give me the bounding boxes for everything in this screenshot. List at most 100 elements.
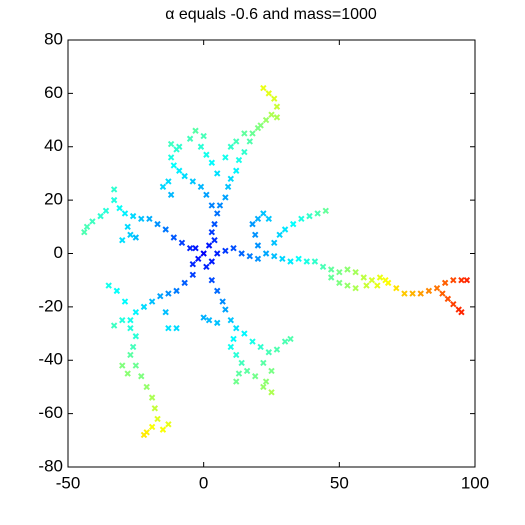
point: [260, 84, 267, 92]
point: [262, 378, 270, 385]
point: [327, 266, 335, 273]
point: [102, 207, 110, 215]
point: [127, 351, 134, 359]
point: [458, 309, 465, 316]
y-tick-label: 0: [54, 243, 63, 262]
point: [181, 279, 188, 287]
point: [417, 290, 424, 297]
point: [433, 284, 441, 292]
point: [257, 343, 264, 351]
point: [238, 359, 245, 367]
point: [205, 317, 213, 324]
point: [241, 148, 248, 156]
point: [360, 274, 367, 281]
point: [83, 223, 91, 231]
point: [124, 223, 131, 231]
point: [162, 309, 169, 316]
point: [81, 228, 88, 236]
point: [314, 210, 321, 217]
point: [200, 250, 207, 257]
point: [165, 421, 172, 428]
point: [273, 103, 281, 110]
point: [249, 130, 256, 137]
point: [176, 143, 183, 150]
point: [458, 276, 465, 284]
point: [352, 284, 359, 292]
point: [268, 111, 275, 118]
point: [119, 317, 126, 324]
point: [249, 338, 256, 345]
point: [119, 236, 126, 244]
point: [140, 303, 148, 311]
point: [165, 290, 172, 297]
point: [241, 130, 248, 137]
point: [401, 290, 408, 297]
x-tick-label: 0: [199, 473, 208, 492]
point: [439, 290, 446, 297]
point: [203, 191, 210, 198]
point: [148, 423, 156, 431]
point: [148, 298, 156, 305]
point: [154, 415, 161, 423]
point: [129, 212, 137, 220]
point: [241, 330, 248, 337]
point: [271, 252, 278, 260]
point: [265, 349, 272, 356]
point: [208, 159, 216, 166]
point: [110, 186, 118, 193]
point: [186, 244, 194, 252]
point: [195, 255, 202, 263]
point: [119, 362, 126, 369]
chart-title: α equals -0.6 and mass=1000: [165, 6, 377, 23]
point: [363, 282, 370, 289]
point: [222, 194, 229, 201]
point: [181, 172, 188, 180]
point: [132, 333, 140, 340]
point: [167, 154, 175, 161]
point: [322, 207, 329, 215]
point: [273, 346, 281, 353]
point: [227, 175, 235, 182]
y-tick-label: -80: [38, 456, 63, 475]
point: [159, 183, 167, 190]
point: [214, 287, 221, 295]
point: [151, 405, 159, 412]
point: [165, 325, 172, 332]
point: [186, 135, 194, 142]
point: [127, 231, 134, 239]
point: [344, 266, 351, 273]
point: [246, 252, 254, 260]
point: [336, 268, 343, 276]
point: [254, 255, 262, 263]
point: [89, 218, 96, 225]
point: [254, 215, 262, 223]
point: [271, 239, 278, 247]
point: [116, 204, 123, 212]
point: [214, 250, 221, 257]
point: [450, 300, 457, 308]
point: [249, 220, 256, 228]
point: [110, 322, 118, 329]
point: [227, 317, 235, 324]
y-tick-label: -20: [38, 296, 63, 315]
point: [376, 274, 384, 281]
point: [260, 383, 267, 391]
point: [450, 276, 457, 284]
point: [271, 95, 278, 102]
point: [224, 183, 232, 190]
point: [110, 196, 118, 204]
x-tick-label: -50: [56, 473, 81, 492]
point: [178, 239, 186, 247]
point: [197, 143, 205, 150]
point: [192, 127, 199, 134]
point: [143, 383, 150, 391]
point: [159, 426, 167, 433]
point: [268, 367, 275, 375]
point: [246, 138, 254, 145]
point: [279, 255, 286, 263]
point: [189, 260, 197, 268]
point: [197, 183, 205, 190]
y-tick-label: -40: [38, 350, 63, 369]
point: [208, 276, 216, 284]
